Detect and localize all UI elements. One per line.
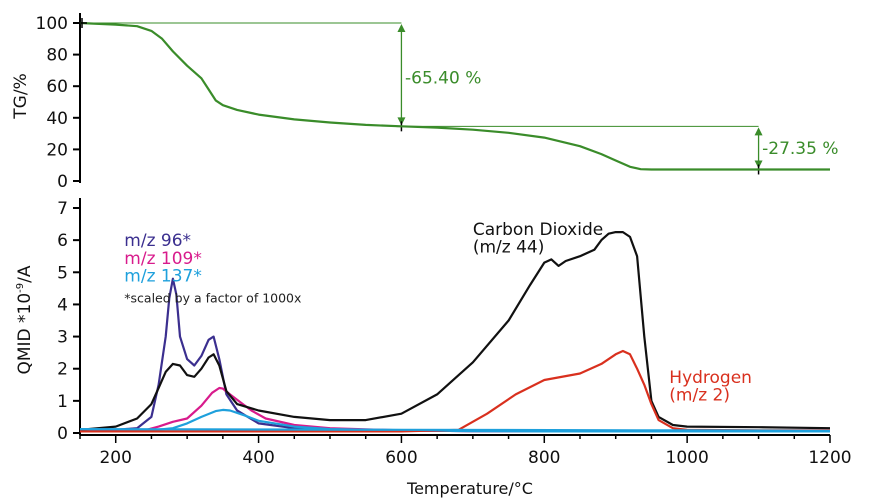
series-tg: [79, 21, 830, 171]
x-tick-label: 800: [528, 448, 560, 468]
series-label: m/z 96*: [124, 231, 191, 251]
y-tick-label: 1: [57, 392, 68, 412]
series-label: *scaled by a factor of 1000x: [124, 290, 301, 305]
series-label: m/z 137*: [124, 267, 202, 287]
annotation-label: -65.40 %: [405, 69, 481, 89]
x-tick-label: 400: [242, 448, 274, 468]
y-tick-label: 6: [57, 231, 68, 251]
y-tick-label: 80: [46, 46, 68, 66]
y-tick-label: 20: [46, 140, 68, 160]
y-tick-label: 3: [57, 328, 68, 348]
series-carbon-dioxide-m-z-44: [79, 231, 831, 431]
tg-y-axis-label: TG/%: [11, 73, 31, 119]
ms-y-axis-label: QMID *10-9/A: [15, 265, 35, 374]
series-label: m/z 109*: [124, 249, 202, 269]
series-baseline: [79, 428, 831, 432]
x-tick-label: 1200: [808, 448, 851, 468]
series-label: (m/z 44): [473, 238, 545, 258]
series-label: (m/z 2): [669, 385, 730, 405]
y-tick-label: 0: [57, 172, 68, 192]
x-tick-label: 200: [99, 448, 131, 468]
y-tick-label: 2: [57, 360, 68, 380]
y-tick-label: 60: [46, 77, 68, 97]
y-tick-label: 7: [57, 199, 68, 219]
y-tick-label: 40: [46, 109, 68, 129]
y-tick-label: 0: [57, 424, 68, 444]
y-tick-label: 100: [36, 14, 68, 34]
series-label: Hydrogen: [669, 368, 752, 388]
annotation-label: -27.35 %: [762, 139, 838, 159]
x-tick-label: 600: [385, 448, 417, 468]
arrow-head: [397, 24, 406, 32]
y-tick-label: 5: [57, 263, 68, 283]
y-tick-label: 4: [57, 295, 68, 315]
tg-plot: 0 20 40 60 80 100 -65.40 % -27.35 %: [36, 13, 839, 192]
series-hydrogen-m-z-2: [80, 349, 830, 433]
arrow-head: [754, 127, 763, 136]
x-axis-label: Temperature/°C: [406, 479, 533, 498]
series-label: Carbon Dioxide: [473, 220, 603, 240]
x-tick-label: 1000: [666, 448, 709, 468]
